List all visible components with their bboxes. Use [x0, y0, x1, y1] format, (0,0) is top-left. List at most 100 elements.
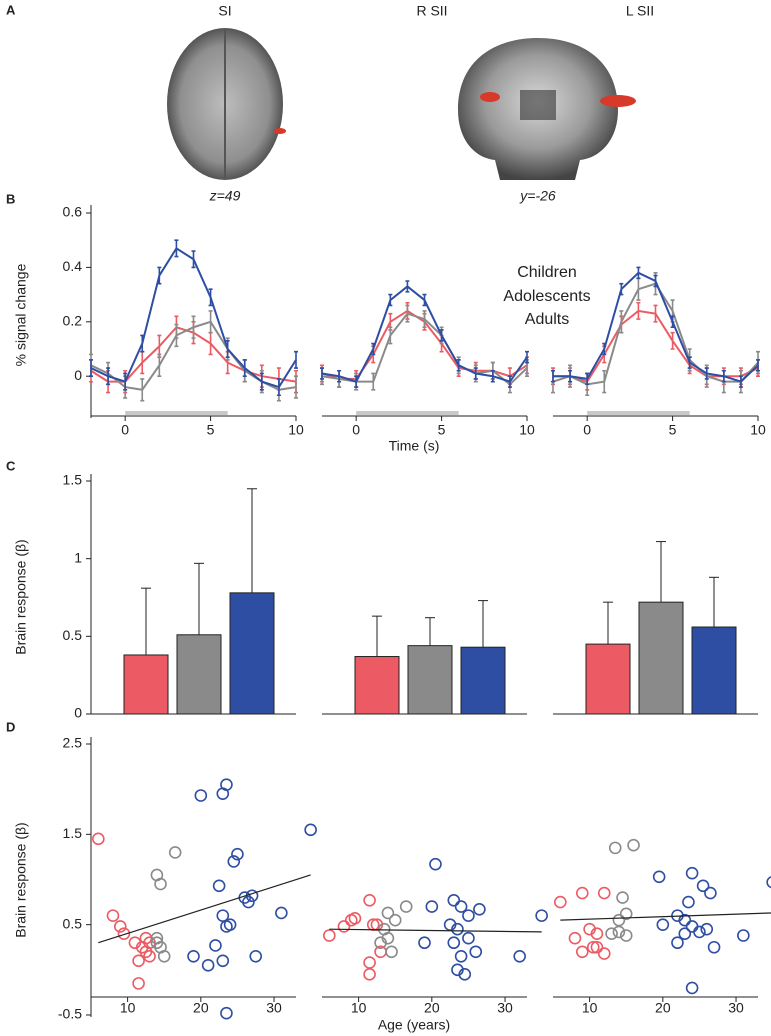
stimulus-bar: [125, 411, 228, 415]
error-bar: [602, 342, 607, 356]
scatter-point: [586, 940, 600, 954]
scatter-point: [678, 913, 692, 927]
error-bar: [371, 372, 376, 391]
error-bar: [422, 293, 427, 307]
stimulus-bar: [356, 411, 459, 415]
error-bar: [636, 266, 641, 280]
scatter-point: [513, 949, 526, 963]
scatter-point: [605, 927, 618, 941]
scatter-point: [231, 847, 244, 861]
scatter-point: [399, 900, 413, 913]
y-tick-label: 0.6: [63, 204, 83, 220]
legend-entry: Adults: [525, 311, 569, 328]
scatter-point: [678, 927, 692, 941]
legend-entry: Adolescents: [503, 288, 590, 305]
scatter-point: [608, 841, 622, 855]
y-tick-label: -0.5: [58, 1006, 82, 1022]
panel-label: C: [6, 458, 16, 473]
scatter-point: [220, 778, 233, 791]
scatter-point: [454, 949, 468, 963]
scatter-point: [447, 893, 461, 907]
error-bar: [208, 288, 213, 307]
y-axis-label: Brain response (β): [13, 822, 29, 937]
scatter-point: [451, 922, 464, 936]
bar: [407, 645, 453, 715]
fit-line: [560, 912, 771, 921]
error-bar: [89, 359, 93, 377]
scatter-point: [704, 886, 717, 900]
scatter-point: [462, 909, 475, 922]
scatter-point: [323, 929, 336, 942]
scatter-point: [209, 939, 222, 952]
scatter-point: [469, 945, 483, 959]
bar: [176, 634, 222, 715]
scatter-point: [473, 903, 486, 916]
x-tick-label: 5: [207, 422, 215, 438]
error-bar: [123, 372, 128, 391]
y-tick-label: 0.5: [63, 915, 83, 931]
scatter-point: [766, 876, 771, 889]
scatter-point: [106, 909, 120, 922]
x-tick-label: 10: [582, 1000, 598, 1016]
scatter-point: [737, 929, 750, 942]
error-bar: [670, 331, 675, 350]
panel-label: D: [6, 719, 15, 734]
scatter-point: [696, 879, 710, 893]
scatter-point: [671, 936, 684, 950]
scatter-point: [388, 913, 402, 927]
scatter-point: [132, 954, 145, 968]
error-bar: [507, 375, 512, 388]
scatter-point: [337, 920, 351, 933]
scatter-point: [700, 922, 714, 936]
scatter-point: [348, 912, 362, 925]
scatter-point: [454, 900, 468, 913]
error-bar: [704, 367, 709, 380]
scatter-point: [201, 959, 215, 972]
error-bar: [756, 359, 760, 372]
x-tick-label: 30: [728, 1000, 744, 1016]
error-bar: [653, 304, 658, 323]
scatter-point: [363, 968, 376, 981]
bar: [585, 643, 631, 715]
scatter-point: [113, 920, 127, 933]
error-bar: [174, 323, 179, 348]
scatter-point: [212, 879, 226, 893]
scatter-point: [619, 907, 633, 921]
brain-axial: [167, 28, 286, 180]
error-bar: [140, 334, 145, 353]
y-tick-label: 0: [74, 705, 82, 721]
scatter-point: [447, 936, 461, 950]
region-title: R SII: [416, 3, 447, 19]
scatter-point: [458, 968, 472, 981]
slice-label: y=-26: [519, 188, 556, 204]
scatter-point: [554, 895, 567, 909]
scatter-point: [249, 949, 263, 963]
x-tick-label: 20: [424, 1000, 440, 1016]
scatter-point: [157, 949, 171, 963]
scatter-point: [462, 931, 475, 945]
error-bar: [473, 367, 478, 380]
x-tick-label: 10: [288, 422, 304, 438]
scatter-point: [194, 789, 208, 802]
error-bar: [294, 350, 298, 369]
y-tick-label: 1: [74, 549, 82, 565]
scatter-point: [216, 954, 230, 968]
error-bar: [191, 250, 196, 269]
y-tick-label: 1.5: [63, 472, 83, 488]
y-tick-label: 2.5: [63, 735, 83, 751]
scatter-point: [187, 949, 200, 963]
error-bar: [242, 359, 247, 377]
error-bar: [422, 310, 427, 329]
scatter-point: [304, 823, 317, 837]
x-tick-label: 5: [669, 422, 677, 438]
panel-label: A: [6, 2, 16, 17]
brain-coronal: [458, 38, 636, 180]
scatter-point: [685, 866, 699, 880]
error-bar: [653, 274, 658, 288]
x-tick-label: 20: [193, 1000, 209, 1016]
error-bar: [371, 342, 376, 356]
scatter-point: [223, 918, 237, 931]
y-tick-label: 1.5: [63, 825, 83, 841]
scatter-point: [216, 909, 230, 922]
x-axis-label: Age (years): [378, 1017, 450, 1033]
